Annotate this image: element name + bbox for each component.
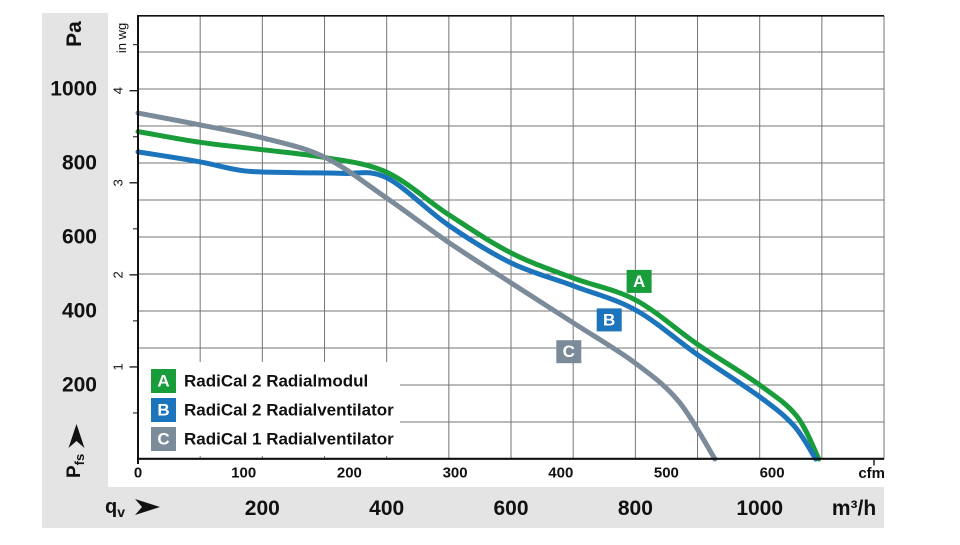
cfm-tick-label: 0 [134, 465, 142, 482]
curve-label-c: C [556, 340, 582, 364]
pa-tick-label: 1000 [50, 78, 97, 101]
x-quantity-label: qv [105, 496, 125, 520]
m3h-tick-label: 400 [369, 497, 404, 520]
curve-c [135, 110, 718, 462]
cfm-tick-label: 600 [760, 465, 785, 482]
inwg-tick-label: 4 [111, 87, 126, 94]
cfm-tick-label: 500 [654, 465, 679, 482]
curve-a [135, 129, 822, 462]
curve-label-c-letter: C [563, 342, 575, 361]
legend-item-c: C RadiCal 1 Radialventilator [151, 427, 394, 451]
y-quantity-sub: fs [72, 454, 87, 466]
y-axis-unit-pa: Pa [63, 21, 86, 47]
pa-tick-label: 200 [62, 374, 97, 397]
x-quantity-main: q [105, 496, 117, 518]
m3h-tick-label: 600 [493, 497, 528, 520]
legend-item-b: B RadiCal 2 Radialventilator [151, 398, 394, 422]
axis-tick-labels: 200 400 600 800 1000 1 2 3 4 0 100 200 300 400 500 600 2… [50, 78, 784, 521]
m3h-tick-label: 200 [245, 497, 280, 520]
pa-tick-label: 800 [62, 152, 97, 175]
y-axis-arrow-icon [68, 424, 85, 448]
curve-b [135, 149, 819, 462]
legend-swatch-b [151, 398, 176, 422]
legend-swatch-a [151, 369, 176, 393]
curve-label-a-letter: A [633, 272, 645, 291]
curve-label-b-box [596, 308, 622, 332]
x-axis-unit-cfm: cfm [858, 465, 885, 482]
legend-label-c: RadiCal 1 Radialventilator [184, 430, 394, 449]
curves [135, 110, 822, 462]
y-quantity-label: Pfs [64, 454, 87, 478]
legend-label-b: RadiCal 2 Radialventilator [184, 401, 394, 420]
legend-swatch-c [151, 427, 176, 451]
legend: A RadiCal 2 Radialmodul B RadiCal 2 Radi… [151, 369, 394, 451]
x-axis-unit-m3h: m³/h [832, 497, 876, 520]
cfm-tick-label: 300 [443, 465, 468, 482]
axes [137, 15, 884, 466]
x-quantity-sub: v [117, 504, 125, 520]
y-axis-unit-inwg: in wg [114, 23, 129, 53]
cfm-tick-label: 400 [548, 465, 573, 482]
cfm-tick-label: 100 [231, 465, 256, 482]
m3h-tick-label: 800 [618, 497, 653, 520]
curve-label-b-letter: B [603, 310, 615, 329]
curve-label-a-box [626, 269, 652, 293]
x-axis-band [42, 487, 884, 528]
curve-label-c-box [556, 340, 582, 364]
inwg-tick-label: 3 [111, 179, 126, 186]
pa-tick-label: 600 [62, 226, 97, 249]
axis-ticks [129, 44, 138, 414]
legend-label-a: RadiCal 2 Radialmodul [184, 372, 368, 391]
x-axis-arrow-icon [135, 499, 160, 515]
curve-label-b: B [596, 308, 622, 332]
pa-tick-label: 400 [62, 300, 97, 323]
legend-letter-b: B [157, 401, 169, 420]
legend-background [138, 362, 400, 456]
legend-letter-c: C [157, 430, 169, 449]
inwg-tick-label: 2 [111, 271, 126, 278]
curve-label-a: A [626, 269, 652, 293]
y-quantity-main: P [64, 465, 85, 478]
legend-letter-a: A [157, 372, 169, 391]
cfm-tick-label: 200 [337, 465, 362, 482]
m3h-tick-label: 1000 [736, 497, 783, 520]
legend-item-a: A RadiCal 2 Radialmodul [151, 369, 368, 393]
inwg-tick-label: 1 [111, 363, 126, 370]
